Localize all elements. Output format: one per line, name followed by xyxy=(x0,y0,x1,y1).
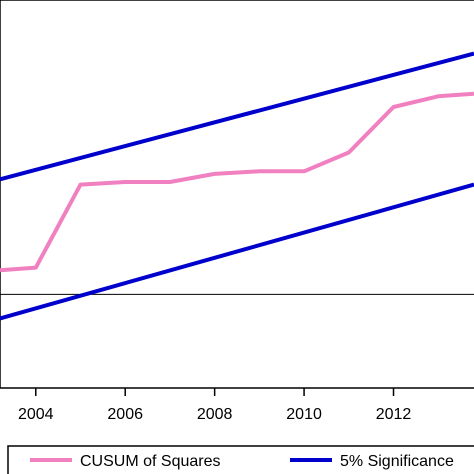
x-tick-label-2006: 2006 xyxy=(107,406,143,423)
x-tick-label-2010: 2010 xyxy=(286,406,322,423)
x-tick-label-2008: 2008 xyxy=(197,406,233,423)
significance-upper-bound-line xyxy=(0,51,474,182)
plot-area-frame xyxy=(0,0,474,389)
legend-label-significance: 5% Significance xyxy=(340,453,454,470)
x-axis: 2004 2006 2008 2010 2012 xyxy=(18,388,411,423)
legend-box xyxy=(7,445,474,474)
x-tick-label-2004: 2004 xyxy=(18,406,54,423)
x-tick-label-2012: 2012 xyxy=(376,406,412,423)
legend: CUSUM of Squares 5% Significance xyxy=(7,445,474,474)
series-layer xyxy=(0,51,474,321)
significance-lower-bound-line xyxy=(0,182,474,321)
cusum-of-squares-line xyxy=(0,91,474,273)
legend-label-cusum: CUSUM of Squares xyxy=(80,453,221,470)
